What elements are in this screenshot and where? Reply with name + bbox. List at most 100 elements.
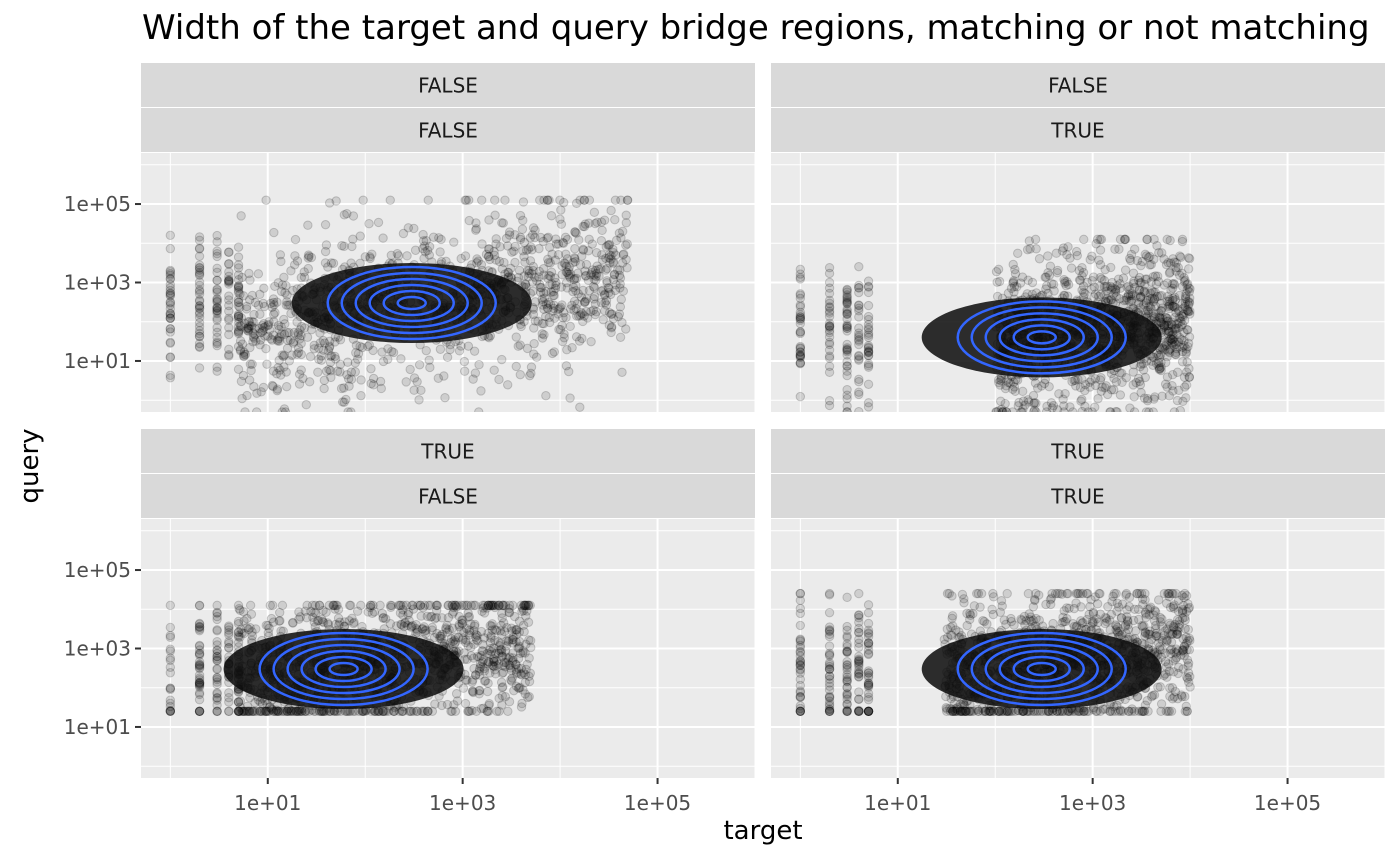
- data-point: [570, 227, 580, 237]
- data-point: [464, 612, 475, 622]
- data-point: [233, 314, 244, 324]
- data-point: [995, 380, 1005, 390]
- data-point: [273, 706, 283, 717]
- data-point: [957, 706, 968, 717]
- data-point: [597, 225, 607, 236]
- data-point: [421, 625, 431, 635]
- data-point: [319, 375, 330, 386]
- data-point: [1005, 378, 1015, 388]
- data-point: [1105, 706, 1115, 717]
- data-point: [233, 283, 244, 293]
- data-point: [1165, 258, 1176, 268]
- data-point: [504, 607, 514, 617]
- data-point: [1161, 598, 1172, 609]
- data-point: [212, 275, 222, 286]
- data-point: [1086, 621, 1096, 632]
- data-point: [863, 281, 874, 291]
- data-point: [795, 352, 806, 363]
- data-point: [515, 682, 525, 692]
- data-point: [1178, 309, 1189, 320]
- data-point: [324, 198, 335, 208]
- data-point: [224, 627, 234, 638]
- data-point: [496, 620, 506, 631]
- data-point: [461, 624, 472, 634]
- data-point: [507, 676, 517, 686]
- data-point: [277, 280, 288, 290]
- data-point: [551, 280, 561, 291]
- data-point: [468, 653, 479, 663]
- data-point: [470, 670, 481, 680]
- data-point: [565, 273, 576, 283]
- data-point: [1039, 378, 1050, 389]
- data-point: [451, 689, 462, 699]
- data-point: [1155, 363, 1165, 374]
- data-point: [313, 367, 323, 377]
- data-point: [464, 215, 474, 226]
- data-point: [863, 282, 874, 292]
- data-point: [1166, 629, 1176, 639]
- data-point: [194, 619, 205, 629]
- data-point: [260, 706, 271, 717]
- data-point: [1155, 312, 1165, 323]
- data-point: [1123, 281, 1134, 291]
- data-point: [300, 606, 310, 616]
- data-point: [1171, 625, 1182, 635]
- data-point: [1170, 295, 1181, 305]
- data-point: [999, 706, 1009, 717]
- data-point: [1153, 350, 1164, 360]
- data-point: [445, 344, 455, 355]
- data-point: [824, 649, 835, 660]
- data-point: [863, 330, 874, 340]
- data-point: [264, 706, 274, 717]
- data-point: [526, 242, 536, 252]
- data-point: [489, 250, 500, 261]
- data-point: [341, 394, 351, 405]
- data-point: [342, 370, 352, 380]
- data-point: [1171, 262, 1181, 273]
- data-point: [1109, 385, 1119, 395]
- data-point: [1013, 401, 1024, 411]
- data-point: [795, 302, 806, 312]
- data-point: [1106, 295, 1117, 305]
- data-point: [165, 304, 176, 314]
- data-point: [992, 277, 1002, 287]
- data-point: [504, 660, 514, 670]
- data-point: [1159, 320, 1170, 331]
- data-point: [508, 635, 518, 645]
- data-point: [854, 323, 864, 333]
- data-point: [514, 616, 525, 626]
- data-point: [260, 331, 270, 341]
- data-point: [795, 269, 806, 279]
- data-point: [1169, 279, 1179, 290]
- data-point: [1006, 616, 1017, 627]
- data-point: [1137, 706, 1148, 717]
- data-point: [580, 297, 590, 308]
- data-point: [394, 706, 405, 717]
- y-tick-label: 1e+01: [64, 715, 131, 739]
- data-point: [1012, 375, 1023, 385]
- data-point: [1183, 636, 1193, 646]
- data-point: [597, 255, 608, 265]
- data-point: [510, 230, 520, 240]
- data-point: [233, 327, 244, 337]
- data-point: [546, 287, 556, 297]
- data-point: [1136, 277, 1146, 288]
- data-point: [432, 628, 442, 639]
- data-point: [1036, 381, 1047, 391]
- data-point: [1180, 297, 1191, 308]
- data-point: [572, 311, 582, 321]
- data-point: [234, 706, 244, 717]
- data-point: [842, 285, 852, 295]
- data-point: [282, 706, 292, 717]
- data-point: [1164, 303, 1174, 314]
- density-contour: [396, 295, 427, 311]
- data-point: [165, 291, 176, 301]
- data-point: [581, 271, 591, 281]
- data-point: [1166, 334, 1176, 344]
- data-point: [545, 299, 556, 310]
- data-point: [522, 606, 532, 616]
- data-point: [509, 685, 519, 696]
- data-point: [557, 336, 568, 347]
